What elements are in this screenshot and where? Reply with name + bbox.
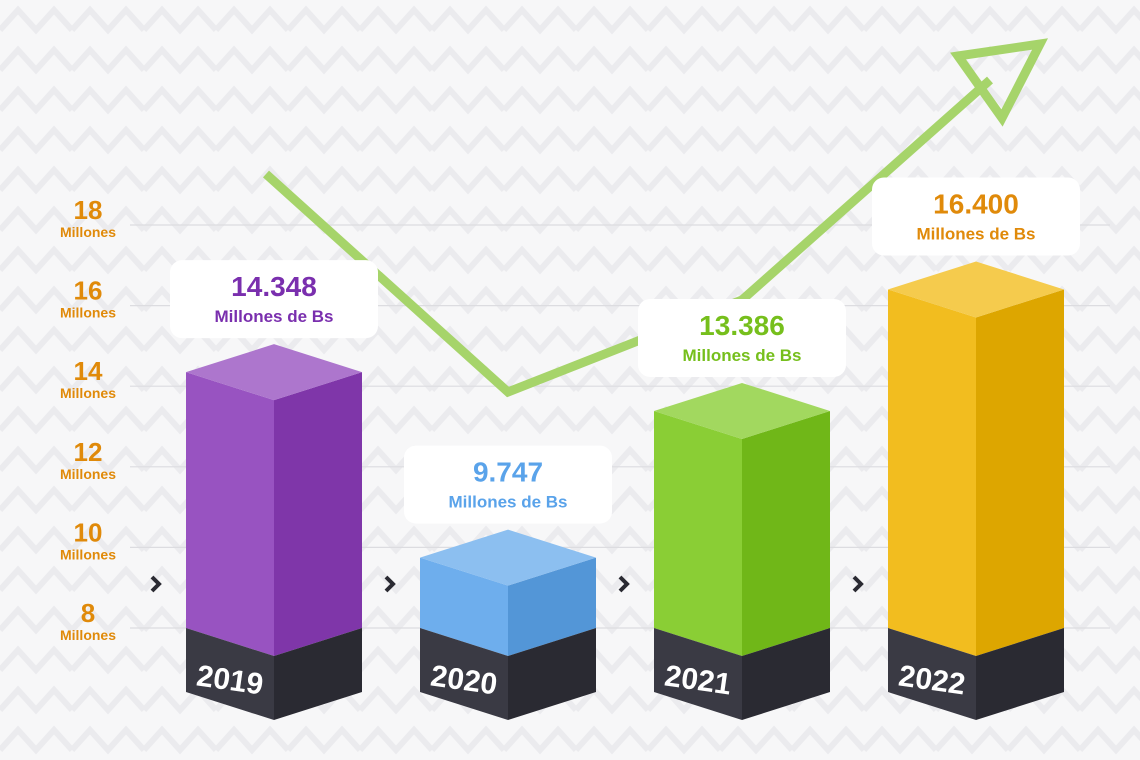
bar-top-face bbox=[654, 382, 830, 439]
base-left-face bbox=[420, 628, 508, 720]
bar-left-face bbox=[420, 557, 508, 656]
data-label: 13.386 bbox=[699, 310, 785, 341]
bar-top-face bbox=[888, 261, 1064, 318]
y-tick-label: 16 bbox=[74, 276, 103, 306]
y-tick-unit: Millones bbox=[60, 385, 116, 401]
base-right-face bbox=[742, 628, 830, 720]
chevron-right-icon bbox=[852, 575, 864, 593]
y-tick-label: 8 bbox=[81, 598, 95, 628]
bar-top-face bbox=[420, 529, 596, 586]
base-right-face bbox=[274, 628, 362, 720]
data-label: 9.747 bbox=[473, 457, 543, 488]
base-left-face bbox=[654, 628, 742, 720]
bar-right-face bbox=[976, 289, 1064, 656]
chevron-right-icon bbox=[384, 575, 396, 593]
base-right-face bbox=[976, 628, 1064, 720]
bar-right-face bbox=[274, 372, 362, 656]
data-label-unit: Millones de Bs bbox=[448, 493, 567, 512]
trend-arrow bbox=[262, 76, 993, 398]
y-tick-label: 12 bbox=[74, 437, 103, 467]
chevron-right-icon bbox=[618, 575, 630, 593]
value-card bbox=[170, 260, 378, 339]
y-tick-unit: Millones bbox=[60, 546, 116, 562]
y-tick-unit: Millones bbox=[60, 305, 116, 321]
y-tick-label: 18 bbox=[74, 195, 103, 225]
bar-left-face bbox=[186, 372, 274, 656]
y-tick-label: 10 bbox=[74, 517, 103, 547]
data-label: 14.348 bbox=[231, 271, 317, 302]
bar-top-face bbox=[186, 344, 362, 401]
data-label-unit: Millones de Bs bbox=[916, 224, 1035, 243]
data-label: 16.400 bbox=[933, 188, 1019, 219]
value-card bbox=[638, 298, 846, 377]
bar-right-face bbox=[742, 410, 830, 656]
data-label-unit: Millones de Bs bbox=[214, 307, 333, 326]
base-left-face bbox=[186, 628, 274, 720]
y-tick-label: 14 bbox=[74, 356, 103, 386]
trend-arrow-head bbox=[950, 38, 1048, 127]
chevron-right-icon bbox=[150, 575, 162, 593]
bar-left-face bbox=[654, 410, 742, 656]
bar-left-face bbox=[888, 289, 976, 656]
y-tick-unit: Millones bbox=[60, 466, 116, 482]
base-right-face bbox=[508, 628, 596, 720]
y-tick-unit: Millones bbox=[60, 224, 116, 240]
value-card bbox=[872, 177, 1080, 256]
y-tick-unit: Millones bbox=[60, 627, 116, 643]
base-left-face bbox=[888, 628, 976, 720]
data-label-unit: Millones de Bs bbox=[682, 346, 801, 365]
value-card bbox=[404, 445, 612, 524]
bar-right-face bbox=[508, 557, 596, 656]
